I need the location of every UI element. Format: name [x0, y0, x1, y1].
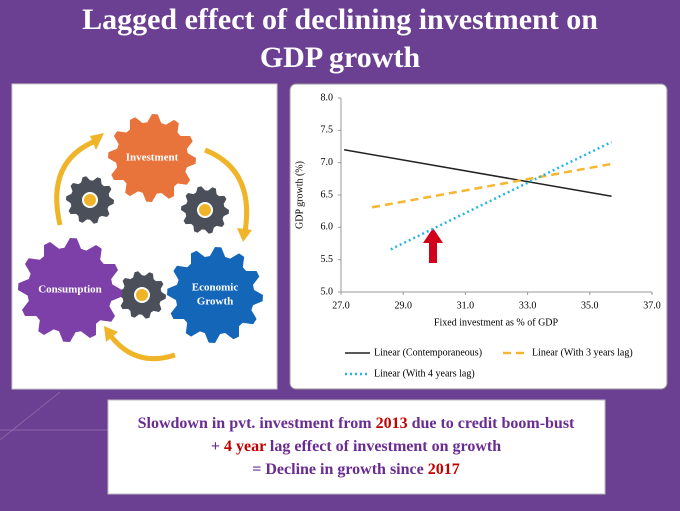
gear-label: Investment — [126, 152, 179, 164]
callout-text: + — [211, 438, 224, 455]
x-tick-label: 31.0 — [457, 300, 475, 311]
y-tick-label: 8.0 — [321, 92, 334, 103]
trend-line — [390, 140, 613, 251]
y-tick-label: 5.5 — [321, 254, 334, 265]
callout-text: = Decline in growth since — [252, 461, 427, 478]
callout-highlight: 2017 — [428, 461, 460, 478]
cycle-arrow — [54, 137, 99, 226]
callout-line: + 4 year lag effect of investment on gro… — [211, 438, 501, 455]
title: GDP growth — [260, 41, 421, 74]
y-tick-label: 7.5 — [321, 125, 334, 136]
y-tick-label: 7.0 — [321, 157, 334, 168]
diagram: Investment Economic Growth Consumption — [18, 114, 263, 362]
x-tick-label: 33.0 — [519, 300, 537, 311]
gear — [167, 247, 263, 343]
gear-hub — [197, 202, 213, 218]
highlight-arrow — [423, 228, 443, 263]
title: Lagged effect of declining investment on — [82, 3, 598, 36]
trend-line — [371, 162, 612, 209]
trend-line — [343, 148, 612, 198]
callout-text: lag effect of investment on growth — [266, 438, 501, 455]
gear-label: Consumption — [38, 284, 102, 296]
x-tick-label: 29.0 — [394, 300, 412, 311]
y-tick-label: 6.5 — [321, 189, 334, 200]
decor-line — [0, 391, 61, 441]
gear-hub — [82, 192, 98, 208]
gear — [108, 114, 196, 202]
gear — [18, 238, 122, 342]
x-axis-label: Fixed investment as % of GDP — [434, 317, 559, 328]
legend-label: Linear (With 3 years lag) — [532, 347, 633, 358]
y-tick-label: 6.0 — [321, 222, 334, 233]
y-axis-label: GDP growth (%) — [294, 161, 305, 229]
arrow-head — [237, 228, 252, 242]
y-tick-label: 5.0 — [321, 286, 334, 297]
legend-label: Linear (With 4 years lag) — [374, 368, 475, 379]
callout-text: Slowdown in pvt. investment from — [138, 415, 376, 432]
x-tick-label: 27.0 — [332, 300, 350, 311]
arrow-head — [90, 133, 104, 150]
callout-line: = Decline in growth since 2017 — [252, 461, 459, 478]
callout-line: Slowdown in pvt. investment from 2013 du… — [138, 415, 575, 432]
chart-panel — [289, 83, 668, 390]
gear-label: Growth — [197, 296, 233, 308]
callout-text: due to credit boom-bust — [408, 415, 575, 432]
callout-highlight: 4 year — [224, 438, 266, 455]
gear-hub — [134, 287, 150, 303]
x-tick-label: 35.0 — [581, 300, 599, 311]
callout-box — [107, 399, 606, 495]
cycle-arrow — [108, 333, 176, 362]
arrow-head — [104, 326, 118, 342]
x-tick-label: 37.0 — [643, 300, 661, 311]
cycle-arrow — [204, 147, 250, 233]
legend-label: Linear (Contemporaneous) — [374, 347, 482, 358]
gear-label: Economic — [192, 282, 239, 294]
callout-highlight: 2013 — [376, 415, 408, 432]
